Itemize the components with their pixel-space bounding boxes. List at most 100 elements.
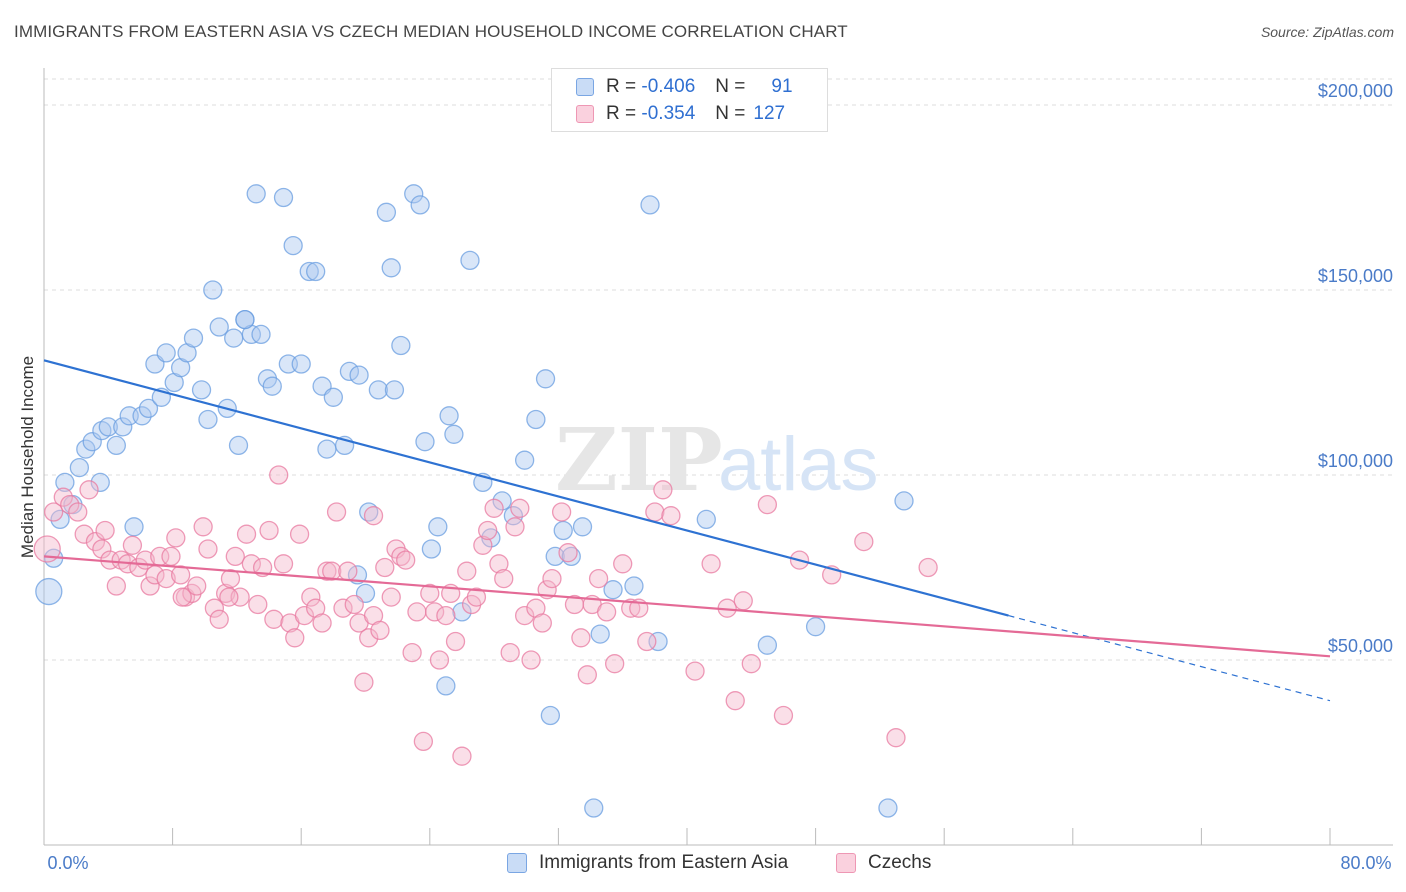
legend-n-value: 127 bbox=[753, 103, 786, 124]
point-czechs bbox=[95, 520, 115, 541]
point-czechs bbox=[53, 487, 73, 507]
point-czechs bbox=[918, 557, 938, 578]
point-czechs bbox=[637, 631, 657, 652]
legend-item-immigrants: Immigrants from Eastern Asia bbox=[507, 852, 788, 874]
point-czechs bbox=[381, 587, 401, 607]
point-czechs bbox=[215, 583, 236, 604]
point-immigrants bbox=[391, 335, 411, 356]
point-immigrants bbox=[640, 195, 660, 215]
watermark-atlas: atlas bbox=[718, 422, 879, 507]
point-immigrants bbox=[262, 376, 282, 396]
point-immigrants bbox=[460, 250, 480, 271]
point-immigrants bbox=[757, 635, 778, 655]
point-czechs bbox=[333, 598, 353, 618]
trend-line-czechs bbox=[43, 555, 1331, 658]
legend-r-value: -0.406 bbox=[641, 76, 696, 97]
point-czechs bbox=[473, 535, 493, 555]
y-tick-label: $50,000 bbox=[1328, 636, 1393, 656]
point-immigrants bbox=[878, 798, 898, 818]
point-czechs bbox=[621, 598, 641, 618]
point-immigrants bbox=[198, 409, 218, 430]
point-czechs bbox=[140, 576, 160, 596]
point-czechs bbox=[653, 480, 673, 500]
point-immigrants bbox=[124, 517, 144, 537]
point-immigrants bbox=[415, 432, 435, 452]
point-czechs bbox=[289, 524, 310, 544]
legend-n-label: N = bbox=[715, 76, 746, 97]
point-czechs bbox=[294, 605, 315, 626]
point-czechs bbox=[396, 550, 416, 570]
legend-swatch-pink bbox=[576, 105, 594, 123]
point-czechs bbox=[248, 594, 268, 615]
point-immigrants bbox=[894, 491, 914, 511]
point-immigrants bbox=[224, 328, 244, 348]
point-immigrants bbox=[540, 705, 561, 726]
point-czechs bbox=[577, 665, 597, 685]
point-immigrants bbox=[526, 409, 546, 430]
point-czechs bbox=[187, 576, 207, 596]
point-czechs bbox=[172, 587, 192, 607]
trend-line-immigrants bbox=[43, 359, 1009, 617]
point-immigrants bbox=[203, 280, 223, 300]
legend-row-czechs: R = -0.354 N = 127 bbox=[576, 103, 785, 125]
point-immigrants bbox=[696, 509, 716, 530]
point-czechs bbox=[685, 661, 705, 681]
point-czechs bbox=[193, 517, 213, 537]
point-czechs bbox=[429, 650, 450, 670]
point-immigrants bbox=[191, 380, 212, 400]
legend-row-immigrants: R = -0.406 N = 91 bbox=[576, 76, 793, 98]
point-czechs bbox=[354, 672, 374, 692]
point-czechs bbox=[436, 605, 456, 626]
point-immigrants bbox=[50, 509, 70, 530]
point-czechs bbox=[375, 557, 395, 578]
point-czechs bbox=[122, 535, 143, 555]
point-czechs bbox=[359, 628, 379, 648]
point-czechs bbox=[43, 502, 64, 522]
point-czechs bbox=[156, 568, 176, 589]
point-immigrants bbox=[368, 380, 389, 400]
point-czechs bbox=[301, 587, 321, 607]
point-czechs bbox=[269, 465, 289, 485]
point-immigrants bbox=[553, 520, 573, 541]
point-czechs bbox=[466, 587, 487, 607]
point-immigrants bbox=[584, 798, 604, 818]
correlation-legend: R = -0.406 N = 91 R = -0.354 N = 127 bbox=[551, 68, 828, 132]
point-immigrants bbox=[291, 354, 311, 374]
point-czechs bbox=[484, 498, 504, 518]
point-czechs bbox=[312, 613, 332, 633]
point-czechs bbox=[521, 650, 541, 670]
point-immigrants bbox=[273, 187, 294, 208]
point-czechs bbox=[225, 546, 245, 567]
y-tick-label: $150,000 bbox=[1318, 266, 1393, 286]
point-czechs bbox=[74, 524, 94, 544]
point-czechs bbox=[500, 642, 520, 663]
legend-r-value: -0.354 bbox=[641, 103, 696, 124]
point-czechs bbox=[170, 565, 191, 585]
point-czechs bbox=[230, 587, 250, 607]
chart-title: IMMIGRANTS FROM EASTERN ASIA VS CZECH ME… bbox=[14, 22, 848, 41]
point-immigrants bbox=[283, 235, 303, 256]
point-czechs bbox=[236, 524, 257, 544]
point-immigrants bbox=[648, 631, 668, 652]
point-czechs bbox=[259, 520, 279, 541]
point-immigrants bbox=[138, 398, 159, 419]
point-immigrants bbox=[805, 617, 826, 637]
point-czechs bbox=[645, 502, 665, 522]
point-czechs bbox=[209, 609, 229, 629]
point-immigrants bbox=[69, 457, 90, 478]
point-czechs bbox=[402, 642, 422, 663]
point-czechs bbox=[322, 561, 342, 581]
point-czechs bbox=[757, 494, 778, 515]
point-immigrants bbox=[246, 184, 266, 204]
source-label: Source: ZipAtlas.com bbox=[1260, 24, 1394, 40]
point-immigrants bbox=[251, 324, 271, 345]
point-immigrants bbox=[381, 258, 401, 278]
point-immigrants bbox=[323, 387, 344, 407]
y-axis-label: Median Household Income bbox=[18, 356, 37, 558]
point-immigrants bbox=[113, 417, 133, 437]
point-immigrants bbox=[35, 577, 63, 606]
watermark-zip: ZIP bbox=[555, 410, 723, 511]
point-czechs bbox=[571, 628, 591, 648]
point-czechs bbox=[420, 583, 440, 604]
legend-swatch-blue bbox=[507, 853, 527, 873]
